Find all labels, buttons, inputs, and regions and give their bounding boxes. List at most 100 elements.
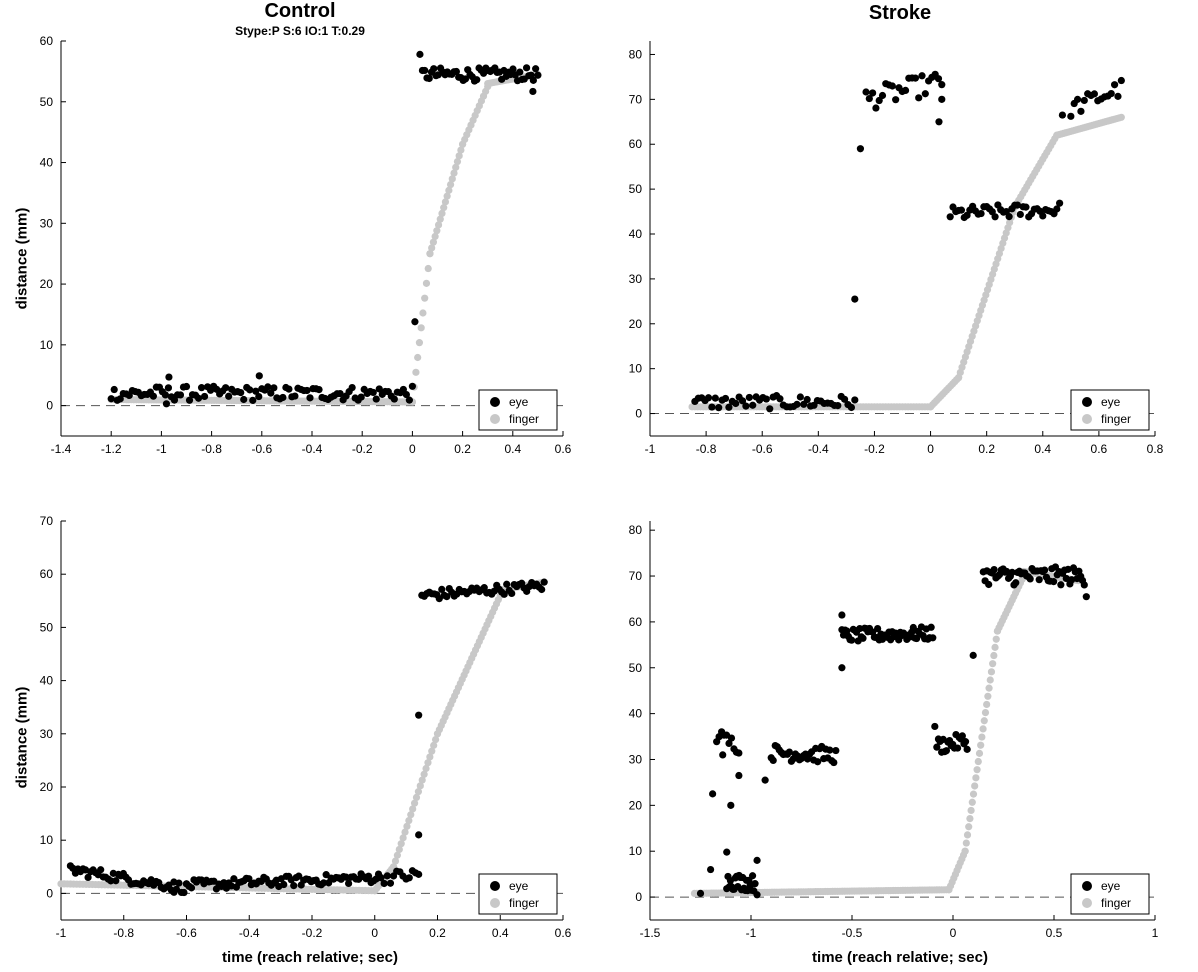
y-tick-label: 30 [629, 272, 643, 286]
finger-point [391, 857, 400, 865]
eye-point [1003, 567, 1011, 576]
finger-point [1070, 576, 1078, 584]
eye-point [137, 392, 145, 400]
eye-point [240, 395, 248, 404]
finger-point [918, 886, 926, 894]
finger-point [828, 403, 836, 411]
eye-point [203, 383, 212, 391]
y-tick-label: 20 [40, 277, 54, 291]
eye-point [704, 394, 713, 402]
eye-point [735, 871, 743, 880]
finger-point [975, 749, 984, 757]
eye-point [1071, 568, 1079, 576]
finger-point [901, 886, 909, 894]
finger-point [773, 888, 781, 896]
x-tick-label: 0.4 [1034, 442, 1051, 456]
finger-point [823, 403, 831, 411]
finger-point [391, 398, 399, 406]
eye-point [846, 636, 854, 644]
finger-point [182, 882, 191, 891]
finger-point [126, 881, 134, 889]
eye-point [87, 868, 95, 876]
eye-point [124, 876, 133, 884]
eye-point [243, 383, 251, 392]
eye-point [155, 879, 163, 887]
finger-point [280, 885, 288, 893]
eye-point [128, 386, 136, 395]
finger-point [993, 627, 1002, 635]
finger-point [315, 397, 324, 405]
finger-point [983, 286, 992, 294]
y-tick-label: 80 [629, 47, 643, 61]
eye-point [745, 393, 753, 402]
finger-point [406, 398, 414, 406]
finger-point [715, 889, 723, 897]
finger-point [1055, 131, 1063, 139]
finger-point [260, 397, 268, 405]
finger-point [255, 397, 263, 405]
eye-point [231, 388, 239, 396]
eye-point [779, 750, 787, 759]
finger-point [200, 396, 208, 404]
finger-point [208, 396, 216, 404]
eye-point [164, 384, 173, 392]
eye-point [960, 740, 968, 748]
finger-point [981, 709, 990, 717]
finger-point [707, 889, 716, 897]
eye-point [872, 633, 880, 642]
finger-point [915, 403, 923, 411]
eye-point [1005, 213, 1013, 221]
finger-point [1024, 568, 1032, 576]
finger-point [971, 782, 979, 790]
eye-point [888, 628, 896, 636]
finger-point [225, 396, 233, 405]
eye-point [936, 737, 944, 745]
eye-point [357, 870, 365, 878]
eye-point [405, 396, 413, 404]
eye-point [227, 882, 235, 890]
eye-point [1107, 89, 1115, 98]
eye-point [408, 382, 416, 390]
eye-point [206, 386, 215, 394]
eye-point [529, 87, 537, 96]
y-tick-label: 30 [40, 216, 54, 230]
finger-point [775, 403, 783, 411]
finger-point [1095, 119, 1103, 128]
finger-point [426, 250, 434, 258]
eye-point [977, 209, 985, 218]
eye-point [387, 392, 395, 400]
finger-point [320, 886, 329, 894]
eye-point [459, 76, 467, 85]
finger-point [966, 337, 975, 346]
eye-point [1053, 205, 1061, 213]
finger-point [741, 889, 749, 897]
eye-point [801, 750, 810, 758]
finger-point [799, 888, 808, 896]
finger-point [511, 583, 519, 592]
x-axis-label-right: time (reach relative; sec) [812, 949, 988, 966]
finger-point [311, 885, 319, 894]
finger-point [197, 396, 206, 404]
eye-point [127, 880, 135, 888]
eye-point [250, 879, 258, 887]
eye-point [165, 881, 173, 889]
eye-point [483, 589, 491, 597]
eye-point [493, 581, 501, 589]
finger-point [145, 882, 153, 890]
eye-point [246, 386, 254, 394]
finger-point [88, 880, 96, 889]
eye-point [777, 748, 785, 757]
eye-point [941, 747, 949, 756]
finger-point [407, 811, 415, 819]
finger-point [468, 654, 476, 662]
eye-point [1073, 95, 1082, 103]
eye-point [1036, 207, 1044, 215]
eye-point [750, 887, 758, 895]
eye-point [515, 580, 523, 589]
finger-point [1015, 582, 1023, 590]
finger-point [806, 403, 814, 411]
eye-point [315, 385, 323, 394]
finger-point [705, 889, 713, 897]
eye-point [834, 402, 842, 410]
